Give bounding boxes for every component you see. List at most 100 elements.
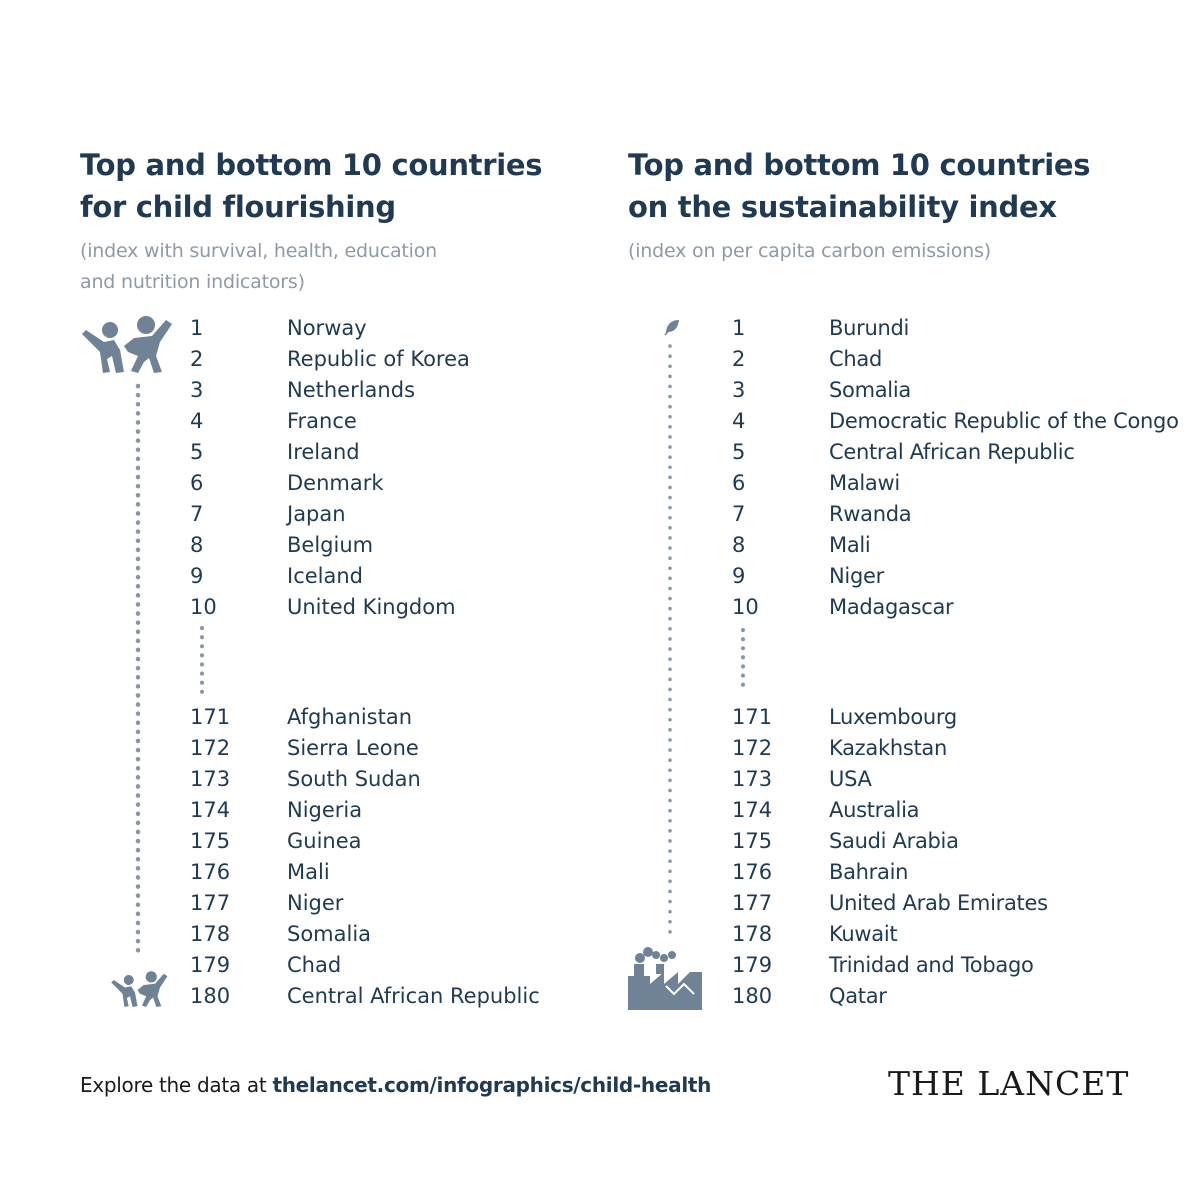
sustainability-subtitle: (index on per capita carbon emissions)	[628, 236, 991, 267]
country-name: Central African Republic	[829, 440, 1075, 464]
country-name: Mali	[287, 860, 330, 884]
country-name: United Kingdom	[287, 595, 456, 619]
child-flourishing-subtitle: (index with survival, health, education …	[80, 236, 437, 298]
country-name: Somalia	[287, 922, 372, 946]
rank-number: 173	[732, 767, 773, 791]
rank-number: 10	[190, 595, 217, 619]
rank-number: 1	[732, 316, 746, 340]
rank-number: 174	[190, 798, 231, 822]
country-name: Kuwait	[829, 922, 898, 946]
title-line: for child flourishing	[80, 190, 396, 224]
country-name: Nigeria	[287, 798, 363, 822]
factory-icon	[628, 947, 702, 1010]
country-name: Central African Republic	[287, 984, 540, 1008]
country-name: South Sudan	[287, 767, 421, 791]
rank-number: 4	[732, 409, 746, 433]
country-name: Mali	[829, 533, 871, 557]
footer-explore-text: Explore the data at thelancet.com/infogr…	[80, 1070, 711, 1100]
rank-number: 8	[732, 533, 746, 557]
rank-number: 179	[732, 953, 773, 977]
rank-number: 3	[190, 378, 204, 402]
rank-number: 174	[732, 798, 773, 822]
country-name: Rwanda	[829, 502, 912, 526]
country-name: Ireland	[287, 440, 360, 464]
country-name: Burundi	[829, 316, 910, 340]
dotted-trail	[668, 344, 672, 936]
children-playing-icon	[111, 971, 168, 1007]
country-name: France	[287, 409, 357, 433]
rank-number: 171	[732, 705, 773, 729]
rank-number: 176	[732, 860, 773, 884]
list-separator-dots	[741, 628, 745, 694]
rank-number: 175	[190, 829, 231, 853]
rank-number: 3	[732, 378, 746, 402]
leaf-icon	[664, 320, 679, 336]
rank-number: 178	[190, 922, 231, 946]
rank-number: 5	[190, 440, 204, 464]
sustainability-title: Top and bottom 10 countries on the susta…	[628, 144, 1091, 228]
title-line: Top and bottom 10 countries	[80, 148, 543, 182]
country-name: Netherlands	[287, 378, 416, 402]
rank-number: 171	[190, 705, 231, 729]
country-name: Kazakhstan	[829, 736, 947, 760]
rank-number: 1	[190, 316, 204, 340]
country-name: Democratic Republic of the Congo	[829, 409, 1179, 433]
rank-number: 178	[732, 922, 773, 946]
country-name: Guinea	[287, 829, 362, 853]
rank-number: 7	[732, 502, 746, 526]
rank-number: 8	[190, 533, 204, 557]
country-name: Niger	[287, 891, 344, 915]
subtitle-line: and nutrition indicators)	[80, 271, 305, 293]
rank-number: 2	[190, 347, 204, 371]
country-name: Trinidad and Tobago	[829, 953, 1034, 977]
child-flourishing-title: Top and bottom 10 countries for child fl…	[80, 144, 543, 228]
rank-number: 172	[190, 736, 231, 760]
rank-number: 10	[732, 595, 759, 619]
rank-number: 177	[190, 891, 231, 915]
dotted-trail	[135, 383, 141, 961]
subtitle-line: (index with survival, health, education	[80, 240, 438, 262]
rank-number: 9	[732, 564, 746, 588]
country-name: Bahrain	[829, 860, 909, 884]
rank-number: 179	[190, 953, 231, 977]
country-name: Belgium	[287, 533, 374, 557]
rank-number: 7	[190, 502, 204, 526]
footer-link[interactable]: thelancet.com/infographics/child-health	[272, 1073, 712, 1097]
rank-number: 5	[732, 440, 746, 464]
country-name: Luxembourg	[829, 705, 957, 729]
subtitle-line: (index on per capita carbon emissions)	[628, 240, 991, 262]
rank-number: 6	[190, 471, 204, 495]
rank-number: 172	[732, 736, 773, 760]
country-name: United Arab Emirates	[829, 891, 1048, 915]
country-name: Norway	[287, 316, 367, 340]
lancet-logo: THE LANCET	[888, 1064, 1130, 1103]
rank-number: 9	[190, 564, 204, 588]
country-name: Chad	[829, 347, 882, 371]
country-name: Niger	[829, 564, 884, 588]
country-name: Australia	[829, 798, 920, 822]
title-line: on the sustainability index	[628, 190, 1057, 224]
list-separator-dots	[200, 626, 204, 694]
rank-number: 177	[732, 891, 773, 915]
rank-number: 180	[190, 984, 231, 1008]
country-name: USA	[829, 767, 872, 791]
rank-number: 175	[732, 829, 773, 853]
country-name: Afghanistan	[287, 705, 413, 729]
footer-prefix: Explore the data at	[80, 1073, 273, 1097]
title-line: Top and bottom 10 countries	[628, 148, 1091, 182]
country-name: Saudi Arabia	[829, 829, 959, 853]
country-name: Somalia	[829, 378, 911, 402]
country-name: Malawi	[829, 471, 900, 495]
country-name: Japan	[287, 502, 346, 526]
rank-number: 6	[732, 471, 746, 495]
country-name: Qatar	[829, 984, 887, 1008]
country-name: Iceland	[287, 564, 364, 588]
country-name: Madagascar	[829, 595, 954, 619]
country-name: Chad	[287, 953, 342, 977]
rank-number: 2	[732, 347, 746, 371]
rank-number: 176	[190, 860, 231, 884]
country-name: Republic of Korea	[287, 347, 470, 371]
rank-number: 180	[732, 984, 773, 1008]
country-name: Sierra Leone	[287, 736, 419, 760]
country-name: Denmark	[287, 471, 384, 495]
